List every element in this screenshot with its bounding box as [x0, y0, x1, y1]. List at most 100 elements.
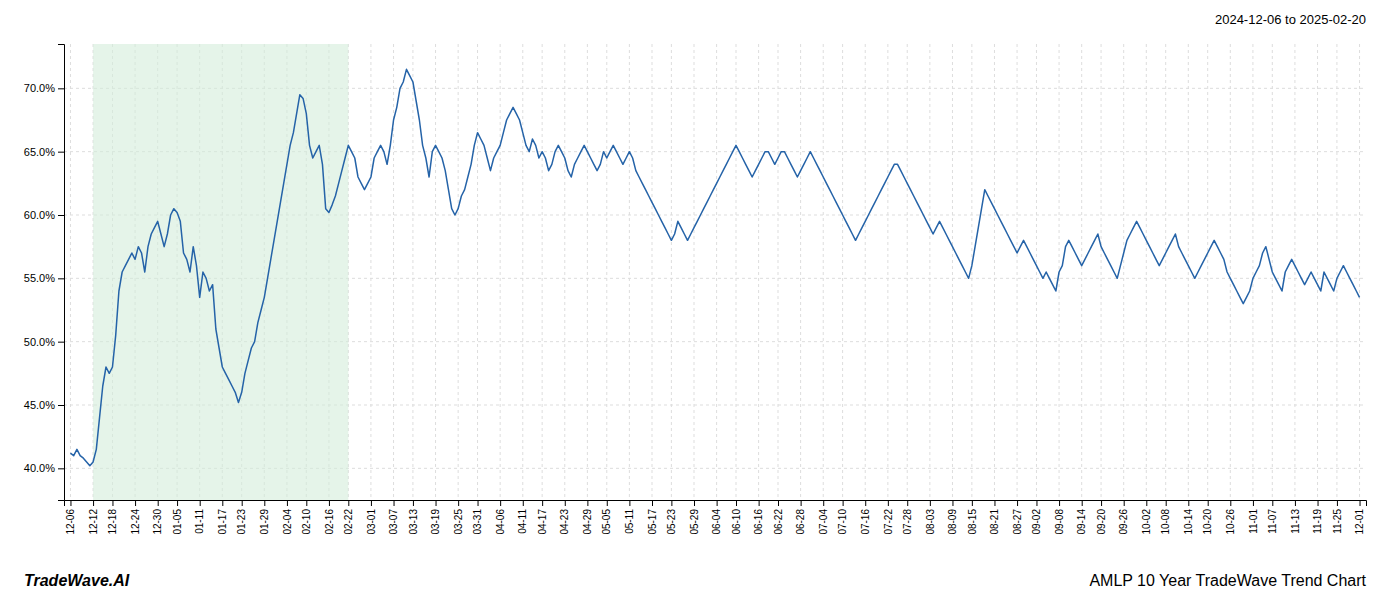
title: AMLP 10 Year TradeWave Trend Chart	[1089, 572, 1366, 589]
y-tick: 70.0%	[24, 82, 64, 94]
x-tick: 07-16	[860, 500, 871, 535]
y-tick: 55.0%	[24, 272, 64, 284]
x-tick-label: 06-16	[753, 509, 764, 535]
x-tick: 09-26	[1118, 500, 1129, 535]
x-tick-label: 02-16	[324, 509, 335, 535]
x-tick: 07-22	[883, 500, 894, 535]
x-tick: 10-02	[1141, 500, 1152, 535]
x-tick-label: 08-03	[925, 509, 936, 535]
x-grid-line	[971, 44, 972, 500]
x-tick-label: 06-28	[795, 509, 806, 535]
x-tick-mark	[1166, 500, 1167, 506]
x-grid-line	[865, 44, 866, 500]
x-tick-mark	[93, 500, 94, 506]
x-grid-line	[587, 44, 588, 500]
x-tick-label: 03-13	[408, 509, 419, 535]
x-tick-mark	[607, 500, 608, 506]
x-tick: 05-11	[624, 500, 635, 534]
x-tick-label: 06-04	[711, 509, 722, 535]
x-tick-mark	[329, 500, 330, 506]
x-grid-line	[70, 44, 71, 500]
x-tick-label: 09-08	[1054, 509, 1065, 535]
x-tick-mark	[801, 500, 802, 506]
x-grid-line	[778, 44, 779, 500]
y-tick-mark	[58, 342, 64, 343]
y-tick: 45.0%	[24, 399, 64, 411]
x-tick-mark	[587, 500, 588, 506]
x-tick-label: 08-15	[967, 509, 978, 535]
x-tick-label: 12-30	[152, 509, 163, 535]
x-tick-label: 07-16	[860, 509, 871, 535]
x-tick-label: 03-25	[453, 509, 464, 535]
x-tick-mark	[671, 500, 672, 506]
x-tick: 02-10	[301, 500, 312, 535]
x-tick: 11-07	[1267, 500, 1278, 534]
x-grid-line	[1252, 44, 1253, 500]
x-tick: 12-18	[107, 500, 118, 535]
x-grid-line	[758, 44, 759, 500]
x-tick-label: 12-18	[107, 509, 118, 535]
x-tick-mark	[458, 500, 459, 506]
x-tick: 03-19	[430, 500, 441, 535]
x-tick-mark	[112, 500, 113, 506]
y-tick-mark	[58, 278, 64, 279]
x-tick: 09-08	[1054, 500, 1065, 535]
x-tick-label: 10-14	[1183, 509, 1194, 535]
x-grid-line	[458, 44, 459, 500]
x-tick-mark	[413, 500, 414, 506]
grid	[64, 44, 1366, 500]
x-tick-label: 01-29	[259, 509, 270, 535]
x-tick-label: 10-08	[1160, 509, 1171, 535]
x-tick-mark	[778, 500, 779, 506]
x-tick-mark	[70, 500, 71, 506]
x-tick-mark	[694, 500, 695, 506]
x-grid-line	[842, 44, 843, 500]
x-tick-label: 11-25	[1332, 509, 1343, 534]
x-grid-line	[393, 44, 394, 500]
x-tick-mark	[1101, 500, 1102, 506]
x-tick: 06-04	[711, 500, 722, 535]
x-tick: 08-15	[967, 500, 978, 535]
x-tick-mark	[1017, 500, 1018, 506]
x-tick: 05-23	[666, 500, 677, 535]
y-tick-label: 40.0%	[24, 462, 55, 474]
chart-container: 12-0612-1212-1812-2412-3001-0501-1101-17…	[0, 0, 1400, 600]
x-tick-label: 01-11	[194, 509, 205, 534]
x-grid-line	[1036, 44, 1037, 500]
x-tick: 11-13	[1290, 500, 1301, 534]
x-tick-label: 07-28	[902, 509, 913, 535]
x-tick-label: 05-11	[624, 509, 635, 534]
x-grid-line	[542, 44, 543, 500]
x-tick-mark	[1146, 500, 1147, 506]
x-tick-label: 02-10	[301, 509, 312, 535]
x-tick: 03-07	[388, 500, 399, 535]
x-tick: 03-25	[453, 500, 464, 535]
y-axis: 40.0% 45.0% 50.0% 55.0% 60.0% 65.0% 70.0%	[24, 45, 65, 501]
x-tick-mark	[371, 500, 372, 506]
x-grid-line	[564, 44, 565, 500]
x-tick-label: 11-01	[1248, 509, 1259, 534]
x-tick-mark	[436, 500, 437, 506]
x-tick: 07-10	[837, 500, 848, 535]
x-grid-line	[500, 44, 501, 500]
y-tick: 50.0%	[24, 336, 64, 348]
x-grid-line	[823, 44, 824, 500]
x-tick-label: 07-04	[818, 509, 829, 535]
y-tick-label: 60.0%	[24, 209, 55, 221]
x-tick-mark	[1188, 500, 1189, 506]
y-tick: 65.0%	[24, 146, 64, 158]
x-tick: 02-22	[343, 500, 354, 535]
x-tick: 12-12	[88, 500, 99, 535]
x-tick-label: 11-13	[1290, 509, 1301, 534]
x-grid-line	[1101, 44, 1102, 500]
x-tick-label: 09-20	[1096, 509, 1107, 535]
x-tick-mark	[565, 500, 566, 506]
x-tick: 04-23	[559, 500, 570, 535]
x-tick-mark	[759, 500, 760, 506]
x-tick: 04-11	[517, 500, 528, 534]
x-tick-label: 03-07	[388, 509, 399, 535]
x-grid-line	[1317, 44, 1318, 500]
x-tick-label: 09-02	[1031, 509, 1042, 535]
x-grid-line	[671, 44, 672, 500]
x-grid-line	[1207, 44, 1208, 500]
